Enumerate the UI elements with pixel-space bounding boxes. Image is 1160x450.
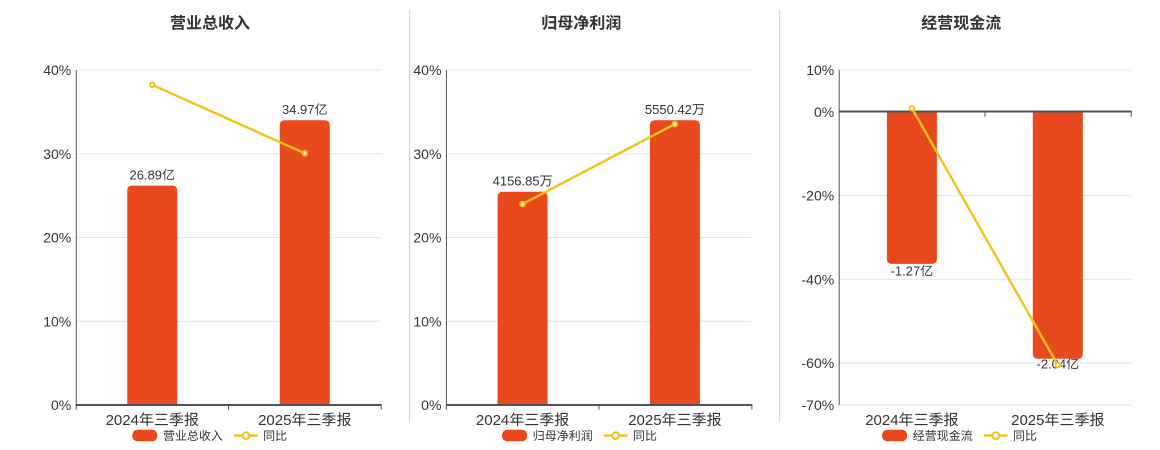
svg-text:10%: 10% <box>806 62 834 78</box>
svg-text:-70%: -70% <box>802 397 835 413</box>
svg-text:-60%: -60% <box>802 355 835 371</box>
svg-text:0%: 0% <box>51 397 71 413</box>
svg-text:-1.27: -1.27 <box>891 263 921 278</box>
svg-text:10%: 10% <box>413 313 441 329</box>
svg-text:2024: 2024 <box>476 412 509 429</box>
svg-text:10%: 10% <box>43 313 71 329</box>
svg-text:40%: 40% <box>43 62 71 78</box>
svg-text:-20%: -20% <box>802 188 835 204</box>
svg-text:20%: 20% <box>43 230 71 246</box>
svg-text:20%: 20% <box>413 230 441 246</box>
svg-text:4156.85: 4156.85 <box>493 174 540 189</box>
svg-text:0%: 0% <box>421 397 441 413</box>
svg-text:5550.42: 5550.42 <box>645 102 692 117</box>
svg-text:30%: 30% <box>43 146 71 162</box>
svg-text:2025: 2025 <box>1011 412 1044 429</box>
svg-text:2025: 2025 <box>258 412 291 429</box>
svg-text:2024: 2024 <box>106 412 139 429</box>
svg-text:2024: 2024 <box>865 412 898 429</box>
svg-text:26.89: 26.89 <box>129 167 162 182</box>
svg-text:40%: 40% <box>413 62 441 78</box>
svg-text:-40%: -40% <box>802 271 835 287</box>
svg-text:2025: 2025 <box>628 412 661 429</box>
svg-text:30%: 30% <box>413 146 441 162</box>
svg-text:-2.04: -2.04 <box>1036 356 1066 371</box>
svg-text:0%: 0% <box>814 104 834 120</box>
svg-text:34.97: 34.97 <box>282 102 315 117</box>
